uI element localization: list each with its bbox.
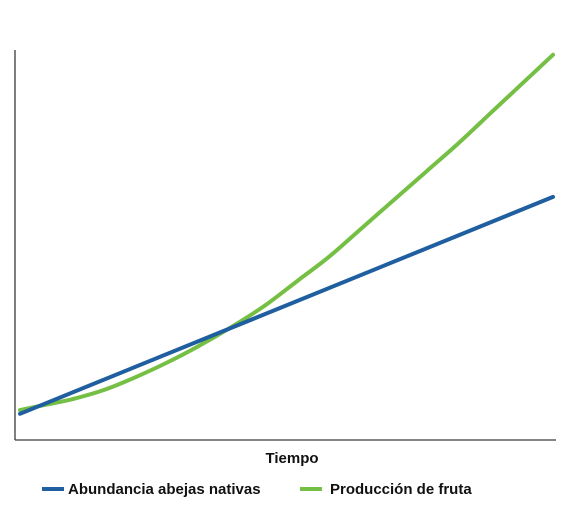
legend-label-2: Producción de fruta <box>330 481 472 498</box>
legend: Abundancia abejas nativas Producción de f… <box>42 481 472 498</box>
series-line-2 <box>18 52 555 413</box>
series-layer <box>18 52 555 416</box>
x-axis-label: Tiempo <box>265 450 318 467</box>
legend-label-1: Abundancia abejas nativas <box>68 481 261 498</box>
series-line-1 <box>18 194 555 416</box>
